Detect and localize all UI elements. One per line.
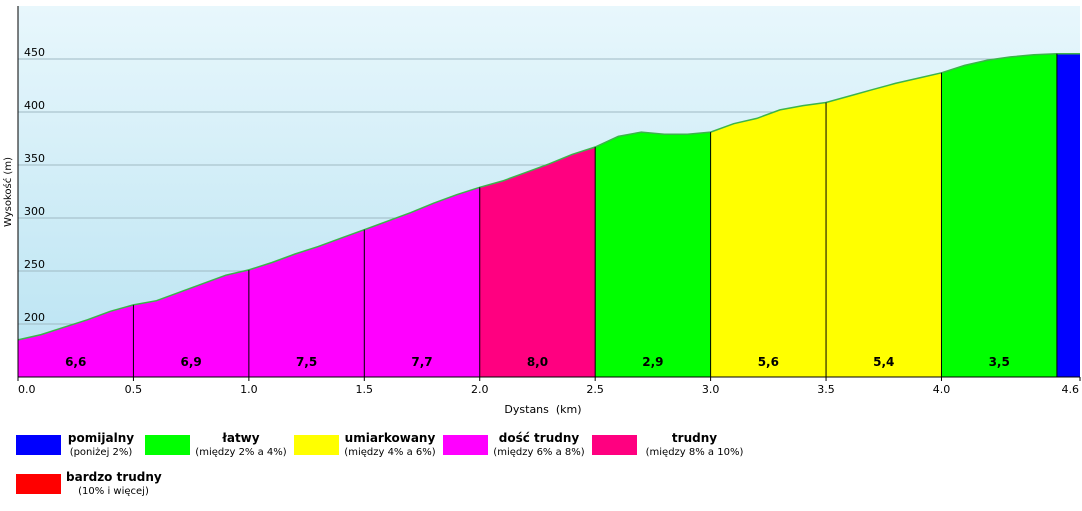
- x-tick-label: 2.0: [471, 383, 489, 396]
- legend-range: (między 8% a 10%): [645, 447, 744, 458]
- segment-gradient-label: 8,0: [527, 355, 548, 369]
- y-tick-label: 400: [24, 99, 45, 112]
- segment-gradient-label: 6,6: [65, 355, 86, 369]
- gradient-segment: [941, 53, 1057, 377]
- y-tick-label: 350: [24, 152, 45, 165]
- legend: pomijalny (poniżej 2%) łatwy (między 2% …: [0, 420, 1082, 499]
- x-tick-label: 0.0: [18, 383, 36, 396]
- segment-gradient-label: 3,5: [989, 355, 1010, 369]
- x-tick-label: 1.5: [356, 383, 374, 396]
- y-tick-labels: 200 250 300 350 400 450: [24, 46, 45, 324]
- legend-item-dosc-trudny: dość trudny (między 6% a 8%): [443, 426, 593, 472]
- segment-labels: 6,6 6,9 7,5 7,7 8,0 2,9 5,6 5,4 3,5: [65, 355, 1010, 369]
- legend-swatch: [294, 435, 339, 455]
- y-tick-label: 200: [24, 311, 45, 324]
- legend-name: trudny: [671, 431, 718, 445]
- legend-name: bardzo trudny: [66, 470, 162, 484]
- y-axis-label: Wysokość (m): [2, 157, 14, 227]
- x-tick-label: 3.5: [817, 383, 835, 396]
- legend-range: (poniżej 2%): [69, 447, 133, 458]
- legend-item-umiarkowany: umiarkowany (między 4% a 6%): [294, 426, 444, 472]
- legend-swatch: [16, 435, 61, 455]
- legend-swatch: [145, 435, 190, 455]
- y-tick-label: 250: [24, 258, 45, 271]
- x-tick-label: 2.5: [586, 383, 604, 396]
- x-tick-label: 1.0: [240, 383, 258, 396]
- legend-name: łatwy: [222, 431, 260, 445]
- segment-gradient-label: 7,5: [296, 355, 317, 369]
- segment-gradient-label: 7,7: [411, 355, 432, 369]
- segment-gradient-label: 6,9: [181, 355, 202, 369]
- legend-name: umiarkowany: [344, 431, 436, 445]
- legend-swatch: [16, 474, 61, 494]
- x-axis-label: Dystans (km): [504, 403, 581, 416]
- segment-gradient-label: 5,6: [758, 355, 779, 369]
- segment-dividers: [132, 53, 1058, 377]
- elevation-profile-chart: 6,6 6,9 7,5 7,7 8,0 2,9 5,6 5,4 3,5 200 250 300 350…: [2, 6, 1081, 416]
- x-tick-label: 4.0: [933, 383, 951, 396]
- x-tick-labels: 0.0 0.5 1.0 1.5 2.0 2.5 3.0 3.5 4.0 4.6: [17, 377, 1081, 396]
- legend-swatch: [443, 435, 488, 455]
- segment-gradient-label: 5,4: [873, 355, 894, 369]
- legend-item-bardzo-trudny: bardzo trudny (10% i więcej): [16, 465, 176, 511]
- legend-range: (między 2% a 4%): [195, 447, 287, 458]
- legend-range: (między 6% a 8%): [493, 447, 585, 458]
- elevation-outline: [17, 52, 1080, 341]
- x-tick-label: 4.6: [1062, 383, 1080, 396]
- legend-name: dość trudny: [498, 431, 580, 445]
- legend-range: (między 4% a 6%): [344, 447, 436, 458]
- x-tick-label: 0.5: [125, 383, 143, 396]
- x-tick-label: 3.0: [702, 383, 720, 396]
- y-tick-label: 450: [24, 46, 45, 59]
- legend-item-pomijalny: pomijalny (poniżej 2%): [16, 426, 146, 472]
- y-tick-label: 300: [24, 205, 45, 218]
- gradient-segment: [1056, 53, 1080, 377]
- legend-range: (10% i więcej): [78, 486, 149, 497]
- segment-gradient-label: 2,9: [642, 355, 663, 369]
- legend-name: pomijalny: [67, 431, 135, 445]
- legend-item-latwy: łatwy (między 2% a 4%): [145, 426, 295, 472]
- gradient-segment: [826, 53, 942, 377]
- legend-item-trudny: trudny (między 8% a 10%): [592, 426, 752, 472]
- legend-swatch: [592, 435, 637, 455]
